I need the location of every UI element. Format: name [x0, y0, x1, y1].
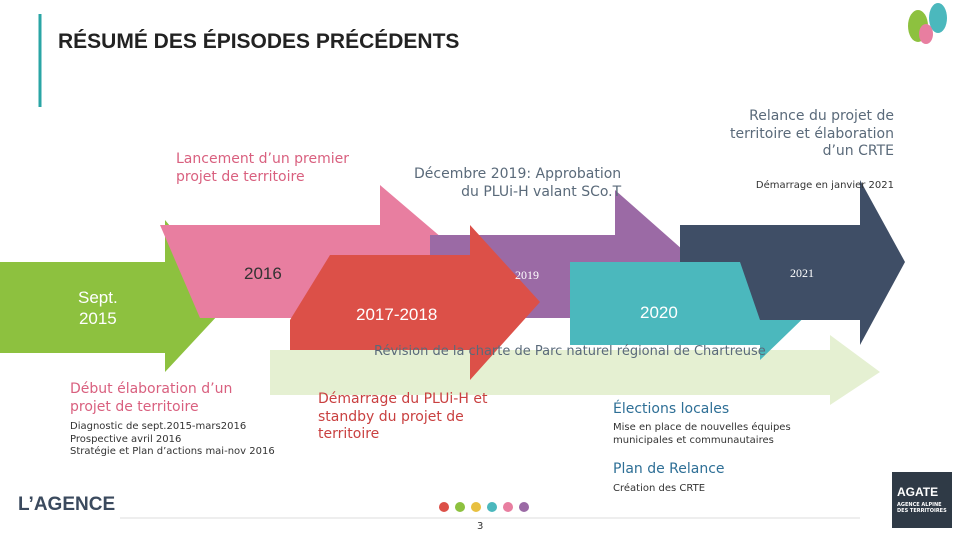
line: Prospective avril 2016	[70, 433, 182, 445]
relance-detail: Démarrage en janvier 2021	[755, 180, 894, 191]
plan-detail: Création des CRTE	[613, 483, 706, 494]
lancement: Lancement d’un premier projet de territoi…	[176, 151, 349, 186]
dot	[519, 502, 529, 512]
dot	[503, 502, 513, 512]
line: DES TERRITOIRES	[897, 508, 947, 515]
arrow-2017	[290, 225, 540, 380]
label-2020: 2020	[640, 303, 678, 322]
elections-details: Mise en place de nouvelles équipes munici…	[613, 422, 791, 447]
dot	[455, 502, 465, 512]
label-2019: 2019	[515, 268, 539, 282]
logo-leaf	[929, 3, 947, 33]
line: projet de territoire	[176, 168, 305, 185]
line: Diagnostic de sept.2015-mars2016	[70, 421, 247, 432]
agate-name: AGATE	[897, 485, 939, 499]
agence-logo: L’AGENCE	[18, 494, 116, 515]
logo-leaf	[919, 24, 933, 44]
charte-arrow	[270, 335, 880, 405]
agate-sub: AGENCE ALPINE DES TERRITOIRES	[897, 502, 947, 515]
line: Stratégie et Plan d’actions mai-nov 2016	[70, 446, 275, 457]
arrow-2015	[0, 220, 232, 372]
line: projet de territoire	[70, 398, 199, 415]
label-2017: 2017-2018	[356, 305, 438, 324]
plui: Démarrage du PLUi-H et standby du projet …	[318, 391, 487, 444]
line: Début élaboration d’un	[70, 381, 233, 397]
relance: Relance du projet de territoire et élabor…	[730, 108, 894, 161]
label-2015: Sept. 2015	[78, 287, 118, 330]
page-number: 3	[477, 521, 484, 532]
line: territoire	[318, 426, 380, 442]
line: du PLUi-H valant SCo.T	[461, 183, 622, 200]
arrow-label: Sept.	[78, 288, 118, 307]
line: d’un CRTE	[822, 143, 894, 159]
line: AGENCE ALPINE	[897, 502, 942, 508]
debut: Début élaboration d’un projet de territoi…	[70, 381, 232, 416]
dot	[471, 502, 481, 512]
label-2021: 2021	[790, 266, 814, 280]
dot	[487, 502, 497, 512]
elections: Élections locales	[613, 401, 730, 417]
decembre: Décembre 2019: Approbation du PLUi-H vala…	[414, 166, 621, 201]
line: territoire et élaboration	[730, 125, 894, 142]
plan: Plan de Relance	[613, 461, 725, 477]
title: RÉSUMÉ DES ÉPISODES PRÉCÉDENTS	[58, 30, 460, 53]
line: standby du projet de	[318, 408, 464, 425]
line: municipales et communautaires	[613, 434, 774, 446]
line: Décembre 2019: Approbation	[414, 166, 622, 182]
debut-details: Diagnostic de sept.2015-mars2016 Prospect…	[70, 421, 275, 459]
line: Relance du projet de	[749, 108, 894, 124]
charte: Révision de la charte de Parc naturel ré…	[374, 344, 766, 359]
arrow-label: 2015	[78, 309, 117, 329]
arrow-2021	[680, 180, 905, 345]
line: Démarrage du PLUi-H et	[318, 391, 488, 407]
agate-logo	[892, 472, 952, 528]
dot	[439, 502, 449, 512]
label-2016: 2016	[244, 264, 282, 283]
line: Mise en place de nouvelles équipes	[613, 422, 791, 433]
line: Lancement d’un premier	[176, 151, 350, 167]
